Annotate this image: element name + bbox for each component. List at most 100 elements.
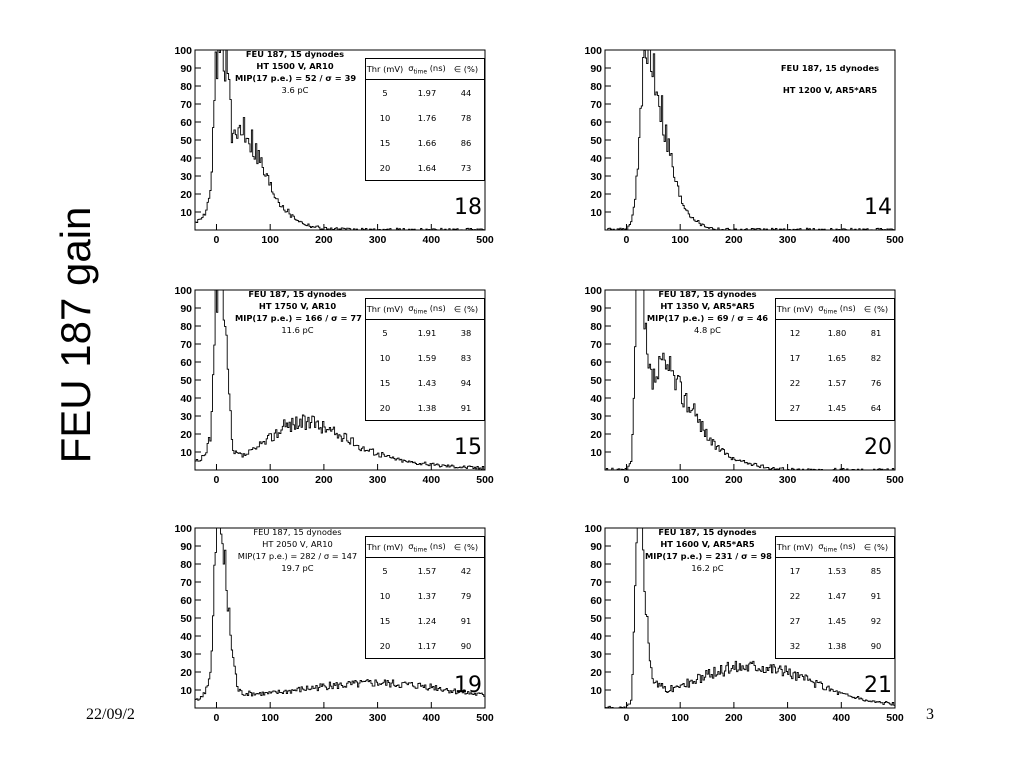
panel-number: 15 (454, 435, 482, 460)
results-table: Thr (mV) σtime (ns) ∈ (%) 12 1.80 81 17 1.6… (775, 298, 895, 421)
info-ht: HT 2050 V, AR10 (262, 539, 333, 549)
histogram-series (195, 49, 485, 231)
x-tick-label: 500 (886, 234, 904, 246)
panel-number: 14 (864, 195, 892, 220)
x-tick-label: 200 (315, 712, 333, 724)
table-row: 15 1.66 86 (379, 137, 472, 148)
info-charge: 11.6 pC (281, 325, 314, 335)
x-tick-label: 300 (369, 712, 387, 724)
y-tick-label: 50 (590, 135, 602, 147)
info-mip: MIP(17 p.e.) = 231 / σ = 98 (645, 551, 772, 561)
results-table: Thr (mV) σtime (ns) ∈ (%) 5 1.57 42 10 1.37… (365, 536, 485, 659)
info-box: FEU 187, 15 dynodes HT 1500 V, AR10 MIP(… (235, 48, 357, 96)
table-row: 27 1.45 92 (789, 615, 882, 626)
y-tick-label: 30 (180, 411, 192, 423)
y-tick-label: 50 (180, 375, 192, 387)
info-box: FEU 187, 15 dynodes HT 1200 V, AR5*AR5 (765, 62, 895, 96)
y-tick-label: 30 (590, 171, 602, 183)
y-tick-label: 80 (590, 81, 602, 93)
y-tick-label: 90 (180, 541, 192, 553)
y-tick-label: 70 (590, 577, 602, 589)
y-tick-label: 20 (180, 667, 192, 679)
histogram-plot: 10 20 30 40 50 60 70 80 90 100 0 100 200 300 400 500 (584, 523, 903, 724)
info-title: FEU 187, 15 dynodes (248, 289, 347, 299)
y-tick-label: 30 (180, 171, 192, 183)
y-tick-label: 10 (180, 685, 192, 697)
info-charge: 3.6 pC (281, 85, 309, 95)
info-title: FEU 187, 15 dynodes (780, 63, 880, 73)
y-tick-label: 20 (590, 429, 602, 441)
y-tick-label: 40 (180, 631, 192, 643)
table-row: 27 1.45 64 (789, 402, 882, 413)
table-row: 20 1.38 91 (379, 402, 472, 413)
y-tick-label: 20 (590, 189, 602, 201)
info-title: FEU 187, 15 dynodes (245, 49, 345, 59)
histogram-series (605, 289, 895, 471)
y-tick-label: 10 (590, 447, 602, 459)
x-tick-label: 0 (624, 234, 630, 246)
y-tick-label: 70 (180, 577, 192, 589)
y-tick-label: 40 (180, 393, 192, 405)
info-box: FEU 187, 15 dynodes HT 2050 V, AR10 MIP(… (235, 526, 360, 574)
y-tick-label: 60 (590, 595, 602, 607)
x-tick-label: 100 (671, 712, 689, 724)
info-ht: HT 1500 V, AR10 (256, 61, 334, 71)
y-tick-label: 80 (180, 321, 192, 333)
y-tick-label: 90 (590, 63, 602, 75)
y-tick-label: 70 (180, 99, 192, 111)
y-tick-label: 50 (180, 135, 192, 147)
table-header: Thr (mV) σtime (ns) ∈ (%) (776, 537, 894, 558)
info-box: FEU 187, 15 dynodes HT 1350 V, AR5*AR5 M… (645, 288, 770, 336)
x-tick-label: 100 (671, 234, 689, 246)
y-tick-label: 20 (590, 667, 602, 679)
info-ht: HT 1350 V, AR5*AR5 (660, 301, 755, 311)
table-row: 17 1.53 85 (789, 565, 882, 576)
y-tick-label: 50 (590, 375, 602, 387)
panel-number: 19 (454, 673, 482, 698)
histogram-panel-15: 10 20 30 40 50 60 70 80 90 100 0 100 200 300 400 500 FE… (165, 280, 493, 486)
y-tick-label: 70 (590, 339, 602, 351)
table-row: 5 1.91 38 (382, 327, 472, 338)
histogram-plot: 10 20 30 40 50 60 70 80 90 100 0 100 200 300 400 500 (174, 45, 493, 246)
y-tick-label: 60 (590, 117, 602, 129)
panel-number: 21 (864, 673, 892, 698)
table-row: 10 1.59 83 (379, 352, 472, 363)
histogram-series (195, 289, 485, 471)
x-tick-label: 200 (725, 474, 743, 486)
info-charge: 4.8 pC (694, 325, 721, 335)
results-table: Thr (mV) σtime (ns) ∈ (%) 17 1.53 85 22 1.4… (775, 536, 895, 659)
x-tick-label: 0 (214, 474, 220, 486)
y-tick-label: 10 (180, 447, 192, 459)
page-title: FEU 187 gain (52, 206, 99, 464)
x-tick-label: 500 (476, 712, 494, 724)
histogram-panel-20: 10 20 30 40 50 60 70 80 90 100 0 100 200 300 400 500 FE… (575, 280, 903, 486)
histogram-series (605, 49, 895, 231)
y-tick-label: 30 (180, 649, 192, 661)
col-thr: Thr (mV) (366, 64, 404, 74)
table-header: Thr (mV) σtime (ns) ∈ (%) (776, 299, 894, 320)
table-row: 32 1.38 90 (789, 640, 882, 651)
info-ht: HT 1200 V, AR5*AR5 (782, 85, 878, 95)
info-title: FEU 187, 15 dynodes (658, 289, 757, 299)
y-tick-label: 80 (590, 559, 602, 571)
y-tick-label: 80 (180, 81, 192, 93)
info-ht: HT 1600 V, AR5*AR5 (660, 539, 755, 549)
table-row: 15 1.43 94 (379, 377, 472, 388)
x-tick-label: 300 (779, 234, 797, 246)
info-ht: HT 1750 V, AR10 (258, 301, 337, 311)
table-row: 22 1.57 76 (789, 377, 882, 388)
info-mip: MIP(17 p.e.) = 282 / σ = 147 (237, 551, 358, 561)
y-tick-label: 80 (590, 321, 602, 333)
y-tick-label: 90 (180, 63, 192, 75)
x-tick-label: 0 (214, 234, 220, 246)
table-row: 22 1.47 91 (789, 590, 882, 601)
y-tick-label: 100 (584, 285, 602, 297)
info-mip: MIP(17 p.e.) = 52 / σ = 39 (235, 73, 357, 83)
y-tick-label: 90 (590, 541, 602, 553)
footer-page-number: 3 (926, 706, 934, 723)
col-sigma: σtime (ns) (408, 62, 446, 76)
y-tick-label: 90 (590, 303, 602, 315)
y-tick-label: 10 (590, 207, 602, 219)
table-header: Thr (mV) σtime (ns) ∈ (%) (366, 537, 484, 558)
x-tick-label: 500 (476, 234, 494, 246)
